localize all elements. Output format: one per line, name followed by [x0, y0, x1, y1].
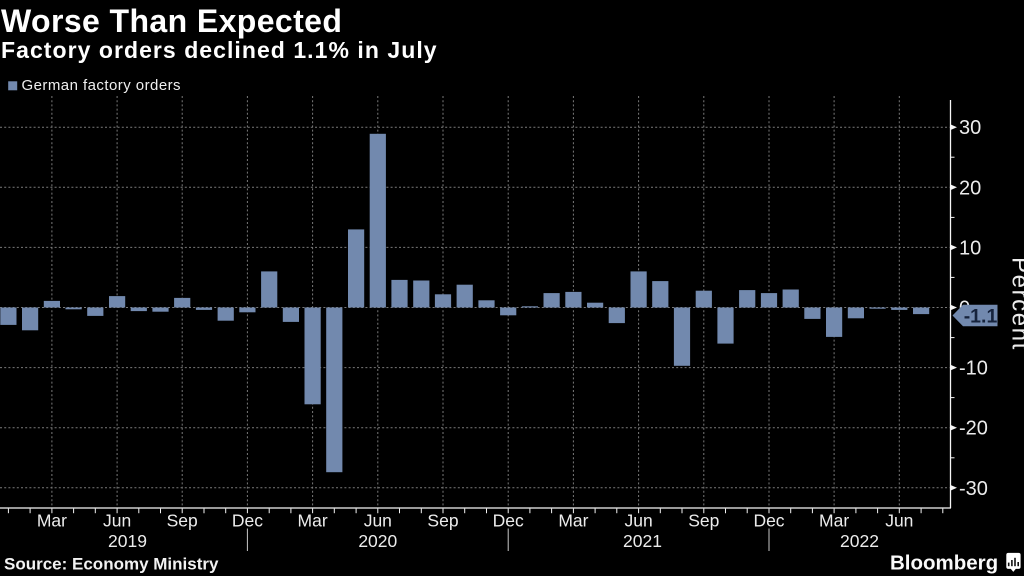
svg-text:30: 30	[959, 117, 981, 139]
svg-text:Jun: Jun	[103, 511, 131, 531]
svg-text:-1.1: -1.1	[964, 305, 998, 327]
svg-text:Sep: Sep	[427, 511, 458, 531]
svg-text:2019: 2019	[108, 531, 147, 551]
svg-text:German factory orders: German factory orders	[22, 77, 182, 94]
svg-text:Dec: Dec	[493, 511, 524, 531]
svg-text:-30: -30	[959, 478, 988, 500]
svg-text:Mar: Mar	[558, 511, 588, 531]
svg-text:Source: Economy Ministry: Source: Economy Ministry	[4, 555, 219, 574]
svg-text:Mar: Mar	[37, 511, 67, 531]
svg-text:Mar: Mar	[298, 511, 328, 531]
svg-text:Dec: Dec	[232, 511, 263, 531]
svg-text:Worse Than Expected: Worse Than Expected	[1, 3, 342, 39]
svg-text:Mar: Mar	[819, 511, 849, 531]
svg-text:-10: -10	[959, 358, 988, 380]
svg-text:Sep: Sep	[688, 511, 719, 531]
svg-text:Percent: Percent	[1006, 257, 1024, 351]
svg-text:Factory orders declined 1.1% i: Factory orders declined 1.1% in July	[1, 37, 438, 63]
svg-text:2020: 2020	[358, 531, 397, 551]
svg-text:Jun: Jun	[364, 511, 392, 531]
svg-text:20: 20	[959, 177, 981, 199]
svg-text:10: 10	[959, 237, 981, 259]
svg-text:Jun: Jun	[885, 511, 913, 531]
svg-text:Bloomberg: Bloomberg	[890, 552, 998, 575]
svg-text:Dec: Dec	[753, 511, 784, 531]
svg-text:2022: 2022	[840, 531, 879, 551]
svg-text:Sep: Sep	[167, 511, 198, 531]
svg-text:-20: -20	[959, 418, 988, 440]
svg-text:Jun: Jun	[624, 511, 652, 531]
svg-text:2021: 2021	[623, 531, 662, 551]
